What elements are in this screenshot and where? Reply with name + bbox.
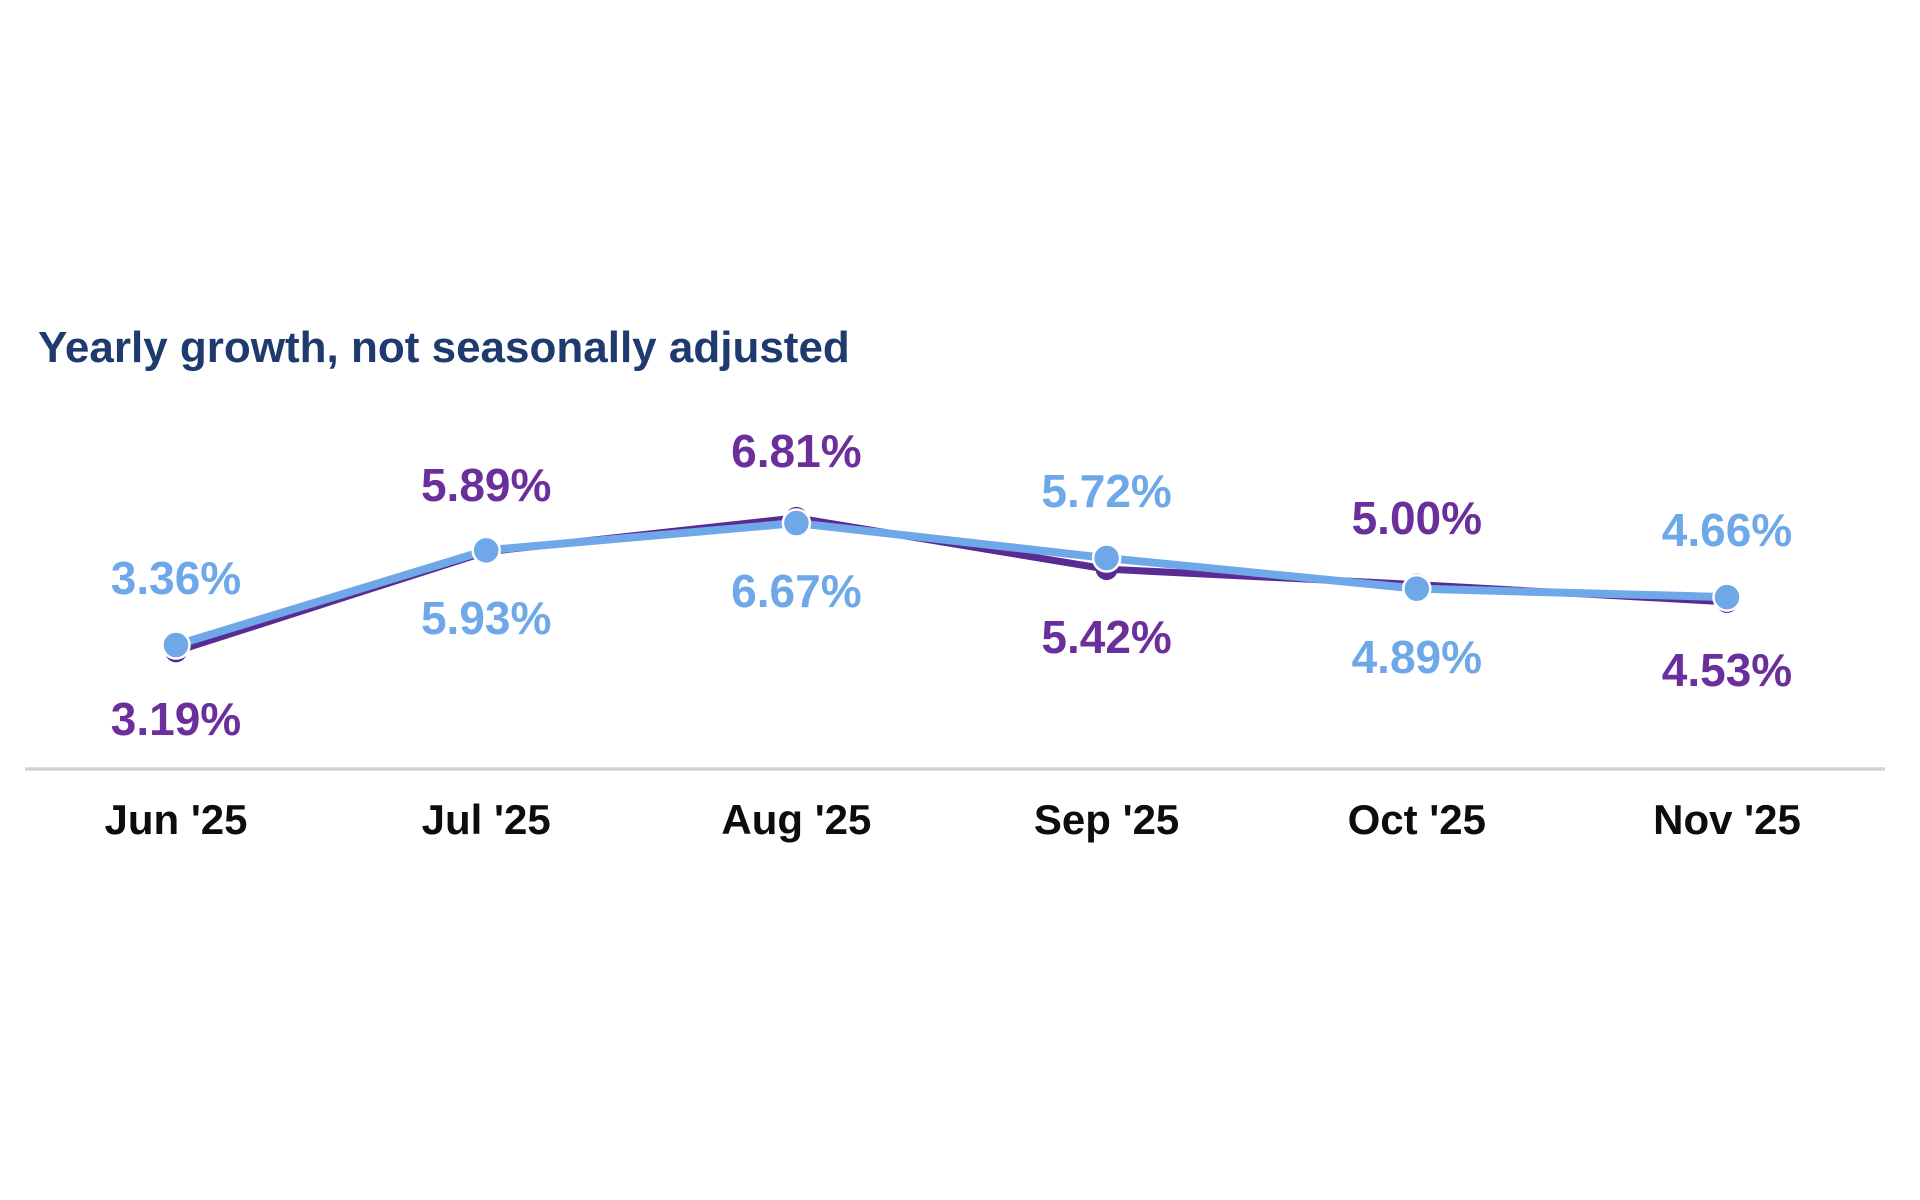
blue-series-line: [172, 519, 1731, 650]
purple-series-value-label-4: 5.00%: [1351, 491, 1483, 544]
blue-series-point-4[interactable]: [1402, 573, 1432, 604]
x-axis-label-0: Jun '25: [104, 796, 248, 843]
chart-title: Yearly growth, not seasonally adjusted: [38, 323, 850, 372]
purple-series-value-label-5: 4.53%: [1661, 643, 1793, 696]
x-axis-label-3: Sep '25: [1033, 796, 1180, 843]
purple-series-value-label-0: 3.19%: [110, 693, 242, 746]
blue-series-value-label-0: 3.36%: [110, 552, 242, 605]
blue-series-point-5[interactable]: [1712, 582, 1742, 612]
x-axis-label-4: Oct '25: [1347, 796, 1486, 843]
purple-series-value-label-1: 5.89%: [420, 458, 552, 511]
x-axis-label-1: Jul '25: [421, 796, 551, 843]
blue-series-value-label-4: 4.89%: [1351, 630, 1483, 683]
x-axis-label-2: Aug '25: [721, 796, 872, 843]
blue-series-value-label-2: 6.67%: [731, 565, 862, 618]
blue-series-point-1[interactable]: [471, 535, 501, 566]
purple-series-value-label-2: 6.81%: [731, 424, 862, 477]
blue-series-value-label-5: 4.66%: [1661, 504, 1793, 557]
purple-series-value-label-3: 5.42%: [1041, 611, 1172, 664]
blue-series-point-3[interactable]: [1091, 543, 1122, 573]
blue-series-point-0[interactable]: [161, 630, 191, 660]
blue-series-value-label-1: 5.93%: [420, 592, 552, 645]
x-axis-label-5: Nov '25: [1653, 796, 1801, 843]
blue-series-point-2[interactable]: [781, 508, 812, 538]
blue-series-value-label-3: 5.72%: [1041, 465, 1172, 518]
